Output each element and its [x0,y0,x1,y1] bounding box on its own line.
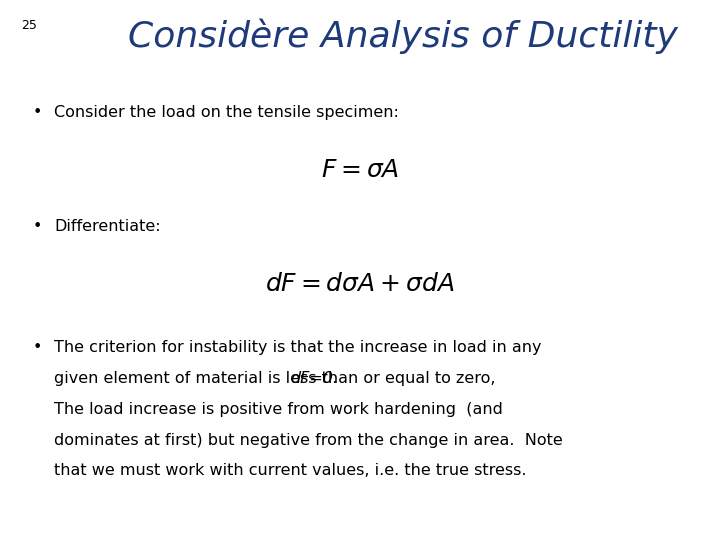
Text: •: • [32,340,42,355]
Text: •: • [32,219,42,234]
Text: dominates at first) but negative from the change in area.  Note: dominates at first) but negative from th… [54,433,563,448]
Text: dF=0.: dF=0. [290,371,338,386]
Text: •: • [32,105,42,120]
Text: that we must work with current values, i.e. the true stress.: that we must work with current values, i… [54,463,526,478]
Text: given element of material is less than or equal to zero,: given element of material is less than o… [54,371,500,386]
Text: Differentiate:: Differentiate: [54,219,161,234]
Text: 25: 25 [22,19,37,32]
Text: Considère Analysis of Ductility: Considère Analysis of Ductility [128,19,678,55]
Text: The load increase is positive from work hardening  (and: The load increase is positive from work … [54,402,503,417]
Text: $dF = d\sigma A + \sigma dA$: $dF = d\sigma A + \sigma dA$ [265,273,455,296]
Text: $F = \sigma A$: $F = \sigma A$ [321,159,399,183]
Text: Consider the load on the tensile specimen:: Consider the load on the tensile specime… [54,105,399,120]
Text: The criterion for instability is that the increase in load in any: The criterion for instability is that th… [54,340,541,355]
